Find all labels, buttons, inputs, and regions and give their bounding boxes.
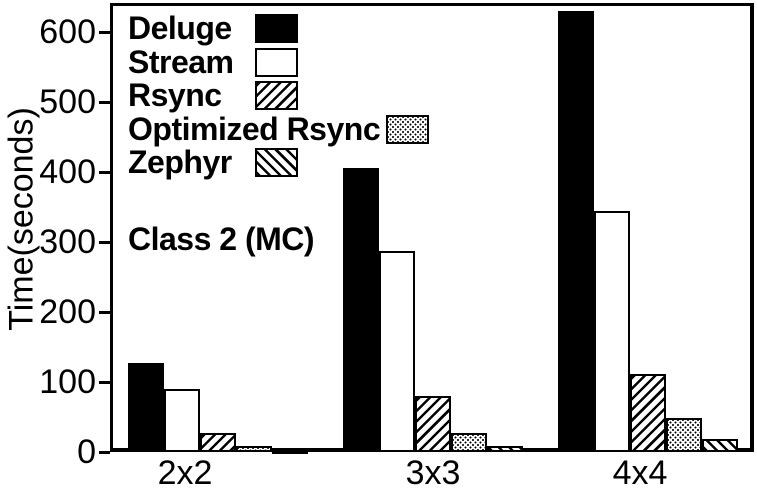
bar-rsync-2x2 [200, 433, 236, 452]
legend-label-rsync: Rsync [128, 77, 222, 114]
legend-swatch-rsync-icon [255, 81, 298, 111]
x-tick-label-3x3: 3x3 [405, 454, 461, 492]
bar-zephyr-2x2 [272, 450, 308, 454]
bar-deluge-2x2 [128, 363, 164, 452]
y-tick-label: 600 [39, 13, 96, 51]
bar-optimized-rsync-3x3 [451, 433, 487, 452]
bar-rsync-4x4 [630, 374, 666, 452]
bar-optimized-rsync-2x2 [236, 446, 272, 452]
bar-stream-2x2 [164, 389, 200, 452]
legend-swatch-zephyr-icon [255, 148, 298, 178]
legend-swatch-optimized-rsync-icon [386, 114, 430, 144]
y-tick-mark [99, 450, 110, 454]
legend-item-deluge: Deluge [128, 10, 429, 47]
y-tick-label: 500 [39, 83, 96, 121]
legend-swatch-deluge-icon [255, 14, 298, 44]
bar-zephyr-3x3 [487, 446, 523, 452]
bar-deluge-3x3 [343, 168, 379, 452]
legend-label-zephyr: Zephyr [128, 144, 232, 181]
x-tick-label-2x2: 2x2 [157, 454, 213, 492]
y-tick-mark [99, 310, 110, 314]
legend-item-rsync: Rsync [128, 77, 429, 114]
bar-zephyr-4x4 [702, 439, 738, 452]
legend: Deluge Stream Rsync Optimized Rsync Zeph… [128, 10, 430, 181]
y-tick-label: 200 [39, 293, 96, 331]
y-tick-label: 100 [39, 363, 96, 401]
legend-item-stream: Stream [128, 43, 429, 80]
x-tick-label-4x4: 4x4 [612, 454, 668, 492]
y-tick-mark [99, 380, 110, 384]
y-tick-mark [99, 240, 110, 244]
legend-label-optimized-rsync: Optimized Rsync [128, 110, 381, 147]
legend-item-optimized-rsync: Optimized Rsync [128, 110, 430, 147]
y-tick-mark [99, 100, 110, 104]
bar-stream-4x4 [594, 211, 630, 452]
y-tick-label: 0 [77, 433, 96, 471]
legend-swatch-stream-icon [255, 47, 298, 77]
y-tick-label: 300 [39, 223, 96, 261]
legend-item-zephyr: Zephyr [128, 144, 429, 181]
y-tick-label: 400 [39, 153, 96, 191]
bar-optimized-rsync-4x4 [666, 418, 702, 452]
legend-label-deluge: Deluge [128, 10, 232, 47]
annotation-class-2-mc: Class 2 (MC) [128, 221, 315, 257]
bar-deluge-4x4 [558, 11, 594, 452]
bar-stream-3x3 [379, 251, 415, 452]
y-tick-mark [99, 170, 110, 174]
bar-rsync-3x3 [415, 396, 451, 452]
legend-label-stream: Stream [128, 43, 234, 80]
y-tick-mark [99, 30, 110, 34]
